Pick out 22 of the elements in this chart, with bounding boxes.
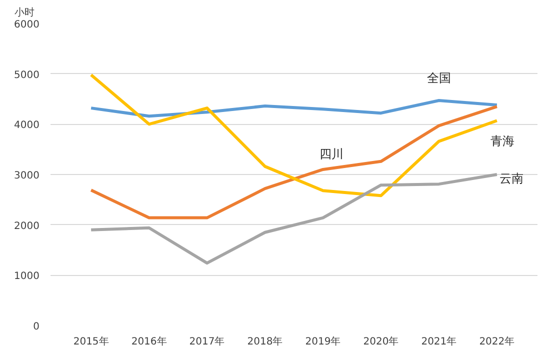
y-tick-label: 1000 (14, 271, 40, 282)
y-tick-label: 3000 (14, 170, 40, 182)
y-tick-label: 2000 (14, 220, 40, 232)
x-tick-label: 2015年 (73, 336, 109, 348)
line-series (90, 173, 498, 265)
x-tick-label: 2017年 (189, 336, 225, 348)
series-label: 四川 (320, 146, 344, 161)
x-tick-label: 2022年 (479, 336, 515, 348)
x-tick-label: 2020年 (363, 336, 399, 348)
y-axis-title: 小时 (14, 6, 34, 18)
x-tick-label: 2016年 (131, 336, 167, 348)
x-tick-label: 2018年 (247, 336, 283, 348)
y-tick-label: 5000 (14, 70, 40, 81)
y-tick-label: 4000 (14, 120, 40, 132)
x-tick-label: 2019年 (305, 336, 341, 348)
y-tick-label: 0 (33, 322, 40, 332)
y-tick-label: 6000 (14, 20, 40, 30)
x-tick-label: 2021年 (421, 336, 457, 348)
line-series (90, 99, 498, 118)
series-label: 青海 (490, 134, 515, 148)
series-label: 云南 (499, 172, 524, 186)
series-label: 全国 (426, 70, 451, 85)
